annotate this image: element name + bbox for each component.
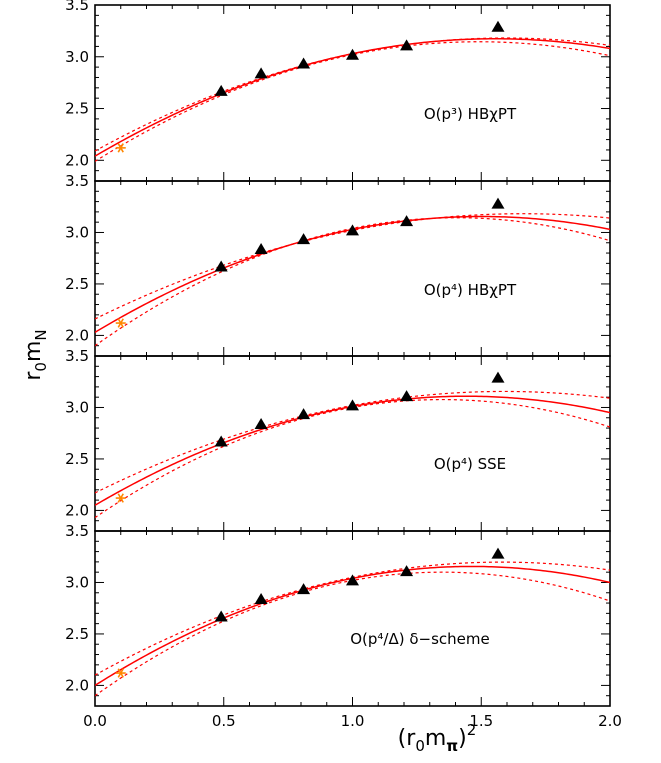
lattice-point	[491, 20, 505, 32]
physical-point-stroke	[117, 318, 124, 328]
lattice-point	[346, 48, 359, 60]
series-central	[95, 395, 610, 506]
lattice-point	[491, 197, 505, 209]
x-tick-label: 0.5	[212, 712, 236, 730]
series-band_lower	[95, 41, 610, 162]
panel-4: 2.0 2.5 3.0 3.5 0.0 0.5 1.0 1.5 2.0 O(p⁴/Δ) δ−sch…	[65, 522, 622, 730]
y-tick-label: 2.5	[65, 275, 89, 293]
y-tick-label: 2.0	[65, 676, 89, 694]
panel-label: O(p⁴) SSE	[434, 455, 506, 473]
lattice-point	[297, 583, 311, 595]
y-tick-label: 3.5	[65, 347, 89, 365]
lattice-point	[297, 408, 311, 420]
lattice-point	[297, 233, 311, 245]
x-tick-label: 1.0	[341, 712, 365, 730]
lattice-point	[400, 215, 414, 227]
lattice-point	[254, 242, 268, 254]
y-axis-title-sub0: 0	[32, 362, 50, 372]
physical-point	[115, 143, 126, 153]
y-tick-label: 2.5	[65, 625, 89, 643]
panel-frame	[94, 355, 611, 532]
panel-frame	[94, 180, 611, 357]
panel-frame	[94, 530, 611, 707]
y-axis-title-r: r	[21, 371, 46, 381]
lattice-point	[346, 399, 359, 411]
lattice-point	[214, 610, 228, 622]
lattice-point	[254, 417, 268, 429]
lattice-point	[297, 57, 311, 69]
panel-frame	[94, 4, 611, 182]
x-tick-label: 2.0	[598, 712, 622, 730]
lattice-point	[254, 67, 268, 79]
y-tick-label: 2.0	[65, 501, 89, 519]
lattice-point	[400, 565, 414, 577]
x-tick-label: 1.5	[469, 712, 493, 730]
y-tick-label: 2.0	[65, 326, 89, 344]
x-axis-title: (r0mπ)2	[398, 721, 477, 755]
lattice-point	[400, 390, 414, 402]
lattice-point	[214, 260, 228, 272]
series-band_upper	[95, 213, 610, 320]
lattice-point	[346, 574, 359, 586]
y-tick-label: 3.5	[65, 522, 89, 540]
y-tick-label: 3.0	[65, 398, 89, 416]
lattice-point	[491, 371, 505, 383]
y-tick-label: 3.0	[65, 573, 89, 591]
panel-label: O(p⁴) HBχPT	[424, 281, 517, 299]
y-axis-title-subN: N	[32, 329, 50, 340]
lattice-point	[491, 547, 505, 559]
series-band_lower	[95, 217, 610, 347]
y-tick-label: 2.5	[65, 450, 89, 468]
x-tick-label: 0.0	[83, 712, 107, 730]
panel-3: 2.0 2.5 3.0 3.5 O(p⁴) SSE	[65, 347, 611, 532]
physical-point	[115, 318, 126, 328]
physical-point	[115, 668, 126, 678]
y-tick-label: 3.0	[65, 48, 89, 66]
lattice-point	[346, 224, 359, 236]
lattice-point	[214, 84, 228, 96]
y-tick-label: 3.5	[65, 0, 89, 14]
y-tick-label: 3.5	[65, 172, 89, 190]
y-axis-title: r0mN	[21, 329, 50, 380]
panel-1: 2.0 2.5 3.0 3.5 O(p³) HBχPT	[65, 0, 611, 182]
lattice-point	[214, 435, 228, 447]
y-tick-label: 2.5	[65, 100, 89, 118]
panel-label: O(p⁴/Δ) δ−scheme	[350, 630, 490, 648]
panel-label: O(p³) HBχPT	[424, 105, 517, 123]
physical-point-stroke	[117, 493, 124, 503]
y-tick-label: 2.0	[65, 151, 89, 169]
y-tick-label: 3.0	[65, 223, 89, 241]
physical-point	[115, 493, 126, 503]
y-axis-title-m: m	[21, 341, 46, 362]
lattice-point	[400, 39, 414, 51]
panels: 2.0 2.5 3.0 3.5 O(p³) HBχPT 2.0 2.5 3.0 3.5 O(p⁴)…	[65, 0, 622, 730]
physical-point-stroke	[117, 143, 124, 153]
panel-2: 2.0 2.5 3.0 3.5 O(p⁴) HBχPT	[65, 172, 611, 357]
physical-point-stroke	[117, 668, 124, 678]
lattice-point	[254, 592, 268, 604]
